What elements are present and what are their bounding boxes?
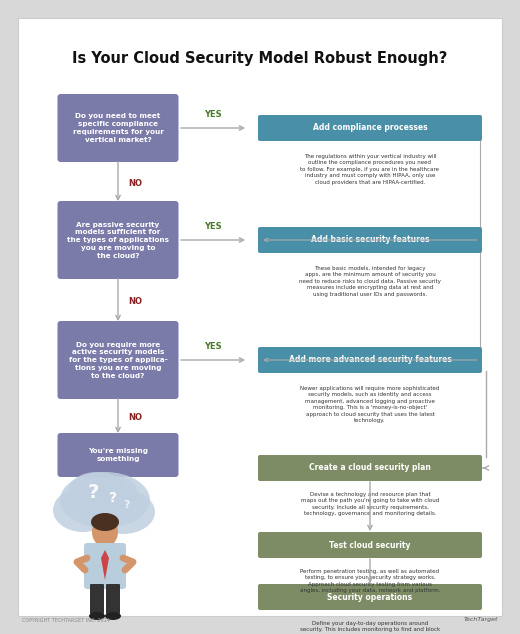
FancyBboxPatch shape [58,321,178,399]
Text: YES: YES [204,222,222,231]
Text: You're missing
something: You're missing something [88,448,148,462]
FancyBboxPatch shape [58,94,178,162]
Text: Add more advanced security features: Add more advanced security features [289,356,451,365]
Ellipse shape [89,612,105,620]
Text: The regulations within your vertical industry will
outline the compliance proced: The regulations within your vertical ind… [301,154,439,184]
Text: ?: ? [109,491,117,505]
FancyBboxPatch shape [258,532,482,558]
Text: Security operations: Security operations [328,593,412,602]
FancyBboxPatch shape [18,18,502,616]
FancyBboxPatch shape [58,201,178,279]
FancyBboxPatch shape [58,433,178,477]
FancyBboxPatch shape [258,115,482,141]
FancyBboxPatch shape [258,584,482,610]
Ellipse shape [53,488,113,532]
Text: NO: NO [128,297,142,306]
Text: Newer applications will require more sophisticated
security models, such as iden: Newer applications will require more sop… [301,386,440,423]
Ellipse shape [69,472,125,508]
Text: Do you require more
active security models
for the types of applica-
tions you a: Do you require more active security mode… [69,342,167,378]
Ellipse shape [105,612,121,620]
Text: Add basic security features: Add basic security features [310,235,430,245]
Text: Define your day-to-day operations around
security. This includes monitoring to f: Define your day-to-day operations around… [298,621,442,634]
Ellipse shape [91,513,119,531]
Text: Perform penetration testing, as well as automated
testing, to ensure your securi: Perform penetration testing, as well as … [300,569,440,593]
Text: Add compliance processes: Add compliance processes [313,124,427,133]
Text: TechTarget: TechTarget [463,618,498,623]
Text: Create a cloud security plan: Create a cloud security plan [309,463,431,472]
Text: YES: YES [204,110,222,119]
Ellipse shape [60,472,150,528]
Text: Test cloud security: Test cloud security [329,541,411,550]
Text: Devise a technology and resource plan that
maps out the path you're going to tak: Devise a technology and resource plan th… [301,492,439,516]
Text: These basic models, intended for legacy
apps, are the minimum amount of security: These basic models, intended for legacy … [299,266,441,297]
FancyBboxPatch shape [106,584,120,614]
FancyBboxPatch shape [258,455,482,481]
Text: Are passive security
models sufficient for
the types of applications
you are mov: Are passive security models sufficient f… [67,221,169,259]
Text: YES: YES [204,342,222,351]
Polygon shape [101,550,109,580]
Text: NO: NO [128,413,142,422]
Ellipse shape [93,476,137,508]
FancyBboxPatch shape [84,543,126,589]
FancyBboxPatch shape [90,584,104,614]
Ellipse shape [92,517,118,547]
Ellipse shape [91,490,155,534]
Text: ?: ? [87,482,99,501]
FancyBboxPatch shape [258,347,482,373]
FancyBboxPatch shape [258,227,482,253]
Text: COPYRIGHT TECHTARGET INC. 2014: COPYRIGHT TECHTARGET INC. 2014 [22,618,110,623]
Text: Do you need to meet
specific compliance
requirements for your
vertical market?: Do you need to meet specific compliance … [73,113,163,143]
Text: Is Your Cloud Security Model Robust Enough?: Is Your Cloud Security Model Robust Enou… [72,51,448,65]
Text: ?: ? [124,500,130,510]
Text: NO: NO [128,179,142,188]
